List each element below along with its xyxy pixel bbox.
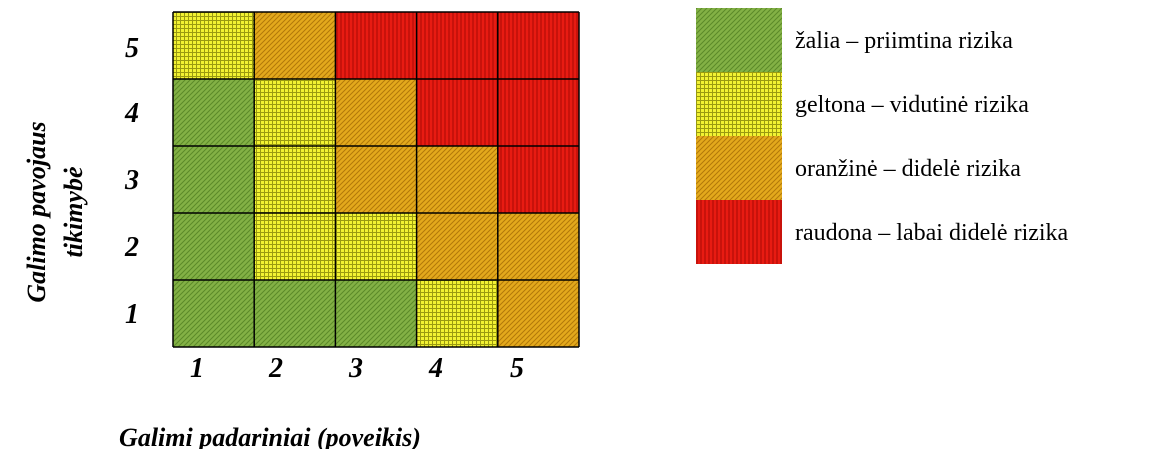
x-tick: 3 bbox=[348, 353, 363, 384]
matrix-cell-raudona bbox=[497, 146, 579, 213]
y-axis-title-line-2: tikimybė bbox=[59, 167, 88, 258]
y-axis-title-line-1: Galimo pavojaus bbox=[22, 121, 51, 302]
matrix-cell-geltona bbox=[173, 12, 255, 79]
x-tick: 2 bbox=[268, 353, 283, 384]
matrix-cell-zalia bbox=[173, 213, 255, 280]
matrix-cell-zalia bbox=[173, 79, 255, 146]
y-tick: 4 bbox=[124, 98, 139, 129]
x-axis-ticks: 1 2 3 4 5 bbox=[190, 353, 524, 384]
y-axis-title: Galimo pavojaus tikimybė bbox=[22, 121, 88, 302]
y-tick: 5 bbox=[125, 33, 139, 64]
legend-swatch-oranzine bbox=[696, 136, 782, 200]
matrix-cell-raudona bbox=[416, 12, 498, 79]
legend-swatch-geltona bbox=[696, 72, 782, 136]
legend-swatch-raudona bbox=[696, 200, 782, 264]
x-axis-title: Galimi padariniai (poveikis) bbox=[119, 423, 421, 449]
matrix-cell-oranzine bbox=[416, 213, 498, 280]
matrix-cell-oranzine bbox=[497, 213, 579, 280]
matrix-cell-geltona bbox=[416, 280, 498, 347]
y-tick: 3 bbox=[124, 165, 139, 196]
matrix-cell-zalia bbox=[173, 280, 255, 347]
matrix-cell-raudona bbox=[335, 12, 417, 79]
matrix-cell-geltona bbox=[254, 213, 336, 280]
matrix-cell-zalia bbox=[254, 280, 336, 347]
matrix-cell-oranzine bbox=[416, 146, 498, 213]
legend-label-raudona: raudona – labai didelė rizika bbox=[795, 220, 1069, 246]
matrix-cell-geltona bbox=[254, 79, 336, 146]
legend-swatch-zalia bbox=[696, 8, 782, 72]
legend: žalia – priimtina rizika geltona – viduti… bbox=[696, 8, 1069, 264]
matrix-cell-raudona bbox=[497, 79, 579, 146]
matrix-cell-raudona bbox=[416, 79, 498, 146]
matrix-cell-oranzine bbox=[335, 146, 417, 213]
matrix-cell-geltona bbox=[254, 146, 336, 213]
x-tick: 1 bbox=[190, 353, 204, 384]
matrix-cell-oranzine bbox=[335, 79, 417, 146]
matrix-cell-geltona bbox=[335, 213, 417, 280]
legend-label-geltona: geltona – vidutinė rizika bbox=[795, 92, 1029, 118]
matrix-gridlines bbox=[172, 11, 580, 348]
x-tick: 4 bbox=[428, 353, 443, 384]
matrix-cell-zalia bbox=[335, 280, 417, 347]
matrix-cell-oranzine bbox=[497, 280, 579, 347]
legend-label-zalia: žalia – priimtina rizika bbox=[795, 28, 1013, 54]
matrix-cell-zalia bbox=[173, 146, 255, 213]
matrix-cell-oranzine bbox=[254, 12, 336, 79]
matrix-cells bbox=[173, 12, 579, 347]
y-axis-ticks: 5 4 3 2 1 bbox=[124, 33, 139, 330]
y-tick: 1 bbox=[125, 299, 139, 330]
y-tick: 2 bbox=[124, 232, 139, 263]
legend-label-oranzine: oranžinė – didelė rizika bbox=[795, 156, 1021, 182]
x-tick: 5 bbox=[510, 353, 524, 384]
matrix-cell-raudona bbox=[497, 12, 579, 79]
